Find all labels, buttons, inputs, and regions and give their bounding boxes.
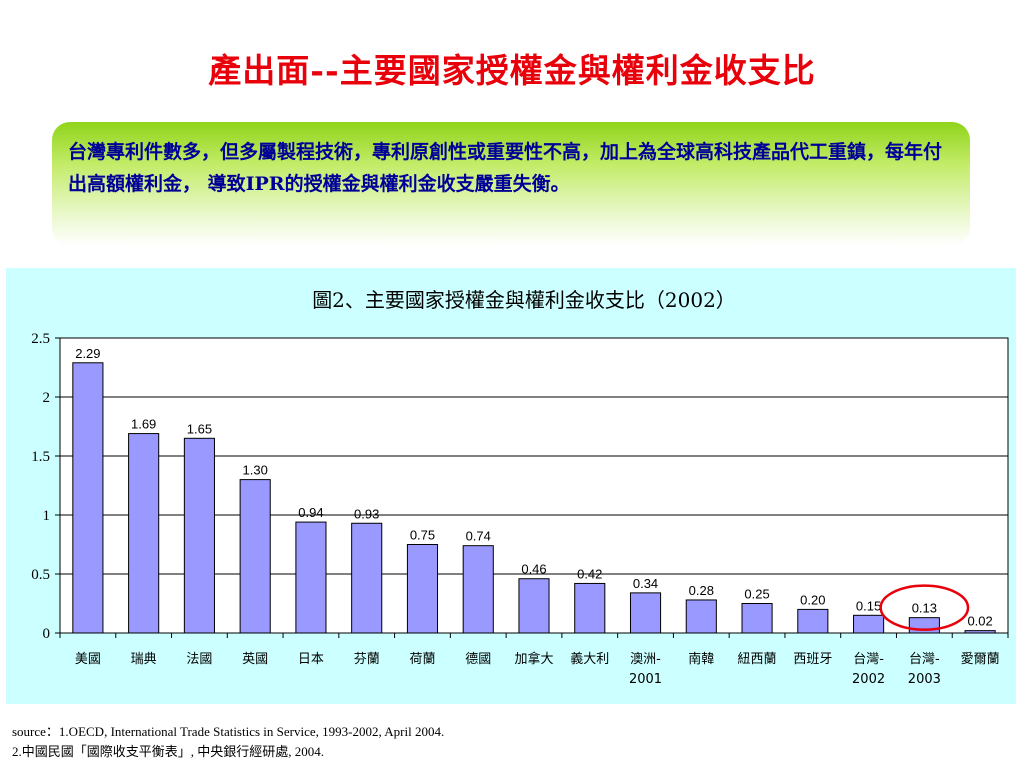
data-label: 0.42 <box>577 566 602 581</box>
bar <box>964 630 996 634</box>
x-category-label: 2001 <box>629 672 662 687</box>
x-category-label: 義大利 <box>570 651 609 667</box>
y-tick-label: 0.5 <box>31 567 50 583</box>
data-label: 1.69 <box>131 417 156 432</box>
data-label: 1.30 <box>243 463 268 478</box>
data-label: 0.13 <box>912 601 937 616</box>
x-category-label: 台灣- <box>909 652 940 667</box>
y-tick-label: 2 <box>43 390 51 406</box>
x-category-label: 南韓 <box>688 651 714 667</box>
bar <box>629 592 662 634</box>
source-note: source：1.OECD, International Trade Stati… <box>12 722 1012 762</box>
bar <box>797 608 829 634</box>
data-label: 0.75 <box>410 528 435 543</box>
x-category-label: 芬蘭 <box>354 651 380 667</box>
bar <box>741 603 773 634</box>
bar <box>574 582 606 634</box>
x-category-label: 德國 <box>465 652 491 667</box>
bar <box>351 522 383 634</box>
bar <box>406 544 439 634</box>
bar <box>518 578 550 634</box>
x-category-label: 紐西蘭 <box>738 651 777 667</box>
bar <box>462 545 494 634</box>
bar <box>128 433 160 634</box>
bar <box>183 437 215 634</box>
data-label: 2.29 <box>75 346 100 361</box>
bar <box>295 521 327 634</box>
summary-callout: 台灣專利件數多，但多屬製程技術，專利原創性或重要性不高，加上為全球高科技產品代工… <box>52 122 970 246</box>
data-label: 0.25 <box>744 587 769 602</box>
data-label: 0.94 <box>298 505 323 520</box>
x-category-label: 日本 <box>298 652 324 667</box>
data-label: 0.34 <box>633 576 658 591</box>
data-label: 0.28 <box>689 583 714 598</box>
x-category-label: 2003 <box>908 672 941 687</box>
highlight-ring <box>879 584 970 631</box>
data-label: 0.15 <box>856 598 881 613</box>
bar <box>853 614 885 634</box>
y-tick-label: 2.5 <box>31 331 50 347</box>
x-category-label: 美國 <box>75 652 101 667</box>
bar <box>239 479 271 634</box>
x-category-label: 2002 <box>852 672 885 687</box>
data-label: 0.46 <box>521 562 546 577</box>
x-category-label: 愛爾蘭 <box>961 651 1000 667</box>
data-label: 0.02 <box>967 614 992 629</box>
x-category-label: 加拿大 <box>514 651 553 667</box>
x-category-label: 澳洲- <box>630 651 661 667</box>
data-label: 0.93 <box>354 506 379 521</box>
data-label: 0.74 <box>466 529 491 544</box>
y-tick-label: 0 <box>43 626 51 642</box>
y-tick-label: 1.5 <box>31 449 50 465</box>
x-category-label: 台灣- <box>853 652 884 667</box>
x-category-label: 荷蘭 <box>409 651 435 667</box>
bar <box>72 362 104 634</box>
x-category-label: 瑞典 <box>131 652 157 667</box>
source-line-2: 2.中國民國「國際收支平衡表」, 中央銀行經研處, 2004. <box>12 744 325 759</box>
x-category-label: 英國 <box>242 652 268 667</box>
x-category-label: 西班牙 <box>793 652 832 667</box>
x-category-label: 法國 <box>186 652 212 667</box>
slide-title: 產出面--主要國家授權金與權利金收支比 <box>208 51 816 90</box>
bar <box>685 599 717 634</box>
chart-panel: 圖2、主要國家授權金與權利金收支比（2002） 0 0.5 1 1.5 2 2.5 2.29 美… <box>6 268 1016 704</box>
chart-title: 圖2、主要國家授權金與權利金收支比（2002） <box>312 288 736 312</box>
summary-callout-text: 台灣專利件數多，但多屬製程技術，專利原創性或重要性不高，加上為全球高科技產品代工… <box>68 141 943 195</box>
source-line-1: source：1.OECD, International Trade Stati… <box>12 724 445 739</box>
y-tick-label: 1 <box>43 508 51 524</box>
bar-chart: 圖2、主要國家授權金與權利金收支比（2002） 0 0.5 1 1.5 2 2.5 2.29 美… <box>31 288 1009 687</box>
data-label: 1.65 <box>187 421 212 436</box>
data-label: 0.20 <box>800 592 825 607</box>
